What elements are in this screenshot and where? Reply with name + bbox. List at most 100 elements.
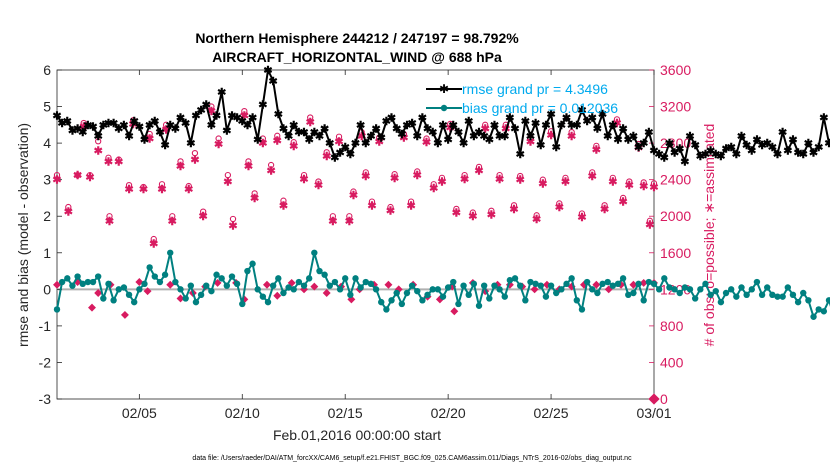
bias-point (753, 278, 761, 286)
obs-possible-point (245, 158, 252, 165)
rmse-point: ✱ (598, 109, 607, 121)
obs-assimilated-point: ✱ (161, 124, 170, 136)
obs-possible-point (601, 202, 608, 209)
obs-possible-point (86, 171, 94, 179)
bias-series (53, 249, 830, 320)
rmse-point: ✱ (552, 142, 561, 154)
rmse-point: ✱ (330, 153, 339, 165)
obs-possible-point (259, 135, 267, 142)
bias-point (403, 289, 411, 297)
legend-bias-marker (440, 104, 448, 112)
obs-possible-point (414, 168, 421, 175)
rmse-point: ✱ (212, 111, 221, 123)
bias-point (167, 249, 174, 256)
obs-assimilated-point: ✱ (608, 176, 617, 188)
rmse-point: ✱ (83, 120, 92, 132)
rmse-point: ✱ (680, 156, 689, 168)
bias-point (779, 293, 786, 300)
bias-point (244, 267, 251, 275)
rmse-point: ✱ (531, 118, 540, 130)
bias-point (223, 282, 231, 289)
rmse-point: ✱ (639, 138, 648, 150)
obs-assimilated-point: ✱ (429, 183, 438, 195)
rmse-point: ✱ (392, 123, 401, 135)
rmse-point: ✱ (243, 120, 252, 132)
obs-possible-point (105, 154, 112, 161)
rmse-point: ✱ (567, 120, 576, 132)
rmse-point: ✱ (665, 138, 674, 150)
obs-low-point (143, 287, 152, 296)
rmse-point: ✱ (464, 116, 473, 128)
obs-assimilated-point: ✱ (266, 166, 275, 178)
rmse-point: ✱ (145, 120, 154, 132)
legend-rmse-marker: ✱ (439, 82, 449, 96)
obs-possible-point (125, 181, 133, 189)
bias-point (64, 275, 71, 282)
bias-point (522, 297, 529, 304)
bias-point (264, 298, 272, 306)
rmse-point: ✱ (516, 149, 525, 161)
rmse-point: ✱ (521, 116, 530, 128)
bias-point (239, 300, 246, 308)
bias-point (275, 275, 282, 282)
rmse-point: ✱ (356, 120, 365, 132)
bias-point (460, 282, 467, 289)
rmse-point: ✱ (809, 147, 818, 159)
obs-assimilated-point: ✱ (619, 197, 628, 209)
rmse-point: ✱ (577, 105, 586, 117)
obs-possible-point (556, 200, 563, 207)
obs-assimilated-point: ✱ (375, 136, 384, 148)
obs-assimilated-point: ✱ (322, 151, 331, 163)
bias-point (691, 295, 699, 302)
obs-possible-point (150, 235, 157, 243)
rmse-point: ✱ (279, 123, 288, 135)
bias-point (594, 289, 601, 297)
obs-possible-point (335, 133, 343, 140)
x-tick-label: 02/15 (328, 405, 363, 421)
obs-possible-point (215, 135, 222, 142)
bias-point (347, 291, 354, 299)
obs-assimilated-point: ✱ (357, 131, 366, 143)
bias-point (342, 275, 349, 282)
bias-point (94, 273, 102, 280)
obs-possible-point (368, 198, 376, 205)
bias-point (182, 295, 189, 302)
y-tick-label-right: 800 (660, 318, 684, 334)
rmse-point: ✱ (377, 133, 386, 145)
rmse-point: ✱ (160, 140, 169, 152)
obs-end-marker (648, 393, 660, 405)
obs-assimilated-point: ✱ (64, 207, 73, 219)
bias-point (58, 278, 66, 286)
bias-point (146, 264, 153, 271)
bias-point (547, 282, 555, 289)
bias-point (686, 286, 694, 293)
obs-possible-point (609, 174, 616, 181)
rmse-point: ✱ (58, 118, 67, 130)
bias-point (450, 278, 457, 286)
obs-possible-point (65, 203, 72, 211)
obs-possible-point (539, 176, 546, 183)
rmse-point: ✱ (227, 111, 236, 123)
obs-possible-point (315, 178, 322, 185)
rmse-point: ✱ (124, 131, 133, 143)
obs-possible-point (510, 202, 518, 209)
bias-point (336, 286, 344, 293)
bias-point (156, 278, 164, 286)
obs-assimilated-point: ✱ (567, 131, 576, 143)
rmse-point: ✱ (114, 123, 123, 135)
bias-point (372, 286, 380, 293)
y-tick-label-right: 400 (660, 354, 684, 370)
rmse-point: ✱ (449, 120, 458, 132)
bias-point (254, 286, 261, 293)
bias-point (398, 300, 406, 308)
rmse-point: ✱ (140, 134, 149, 146)
bias-point (383, 306, 390, 313)
rmse-point: ✱ (536, 140, 545, 152)
bias-point (218, 275, 225, 282)
rmse-point: ✱ (788, 134, 797, 146)
obs-possible-point (158, 181, 166, 188)
obs-possible-point (200, 208, 207, 215)
obs-possible-point (438, 174, 446, 181)
rmse-point: ✱ (727, 142, 736, 154)
bias-point (187, 282, 195, 289)
